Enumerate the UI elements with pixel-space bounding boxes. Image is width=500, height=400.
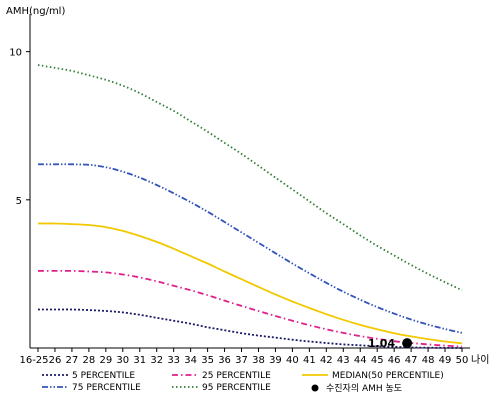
legend-label-95-percentile: 95 PERCENTILE bbox=[202, 383, 271, 393]
series-lines bbox=[37, 64, 463, 349]
y-tick-label-5: 5 bbox=[16, 196, 22, 207]
x-tick-label-43: 43 bbox=[337, 355, 350, 366]
x-tick-label-50: 50 bbox=[456, 355, 469, 366]
x-tick-label-27: 27 bbox=[66, 355, 79, 366]
x-tick-label-37: 37 bbox=[235, 355, 248, 366]
x-tick-label-30: 30 bbox=[116, 355, 129, 366]
x-tick-label-39: 39 bbox=[269, 355, 282, 366]
x-tick-label-49: 49 bbox=[439, 355, 452, 366]
x-tick-label-28: 28 bbox=[83, 355, 96, 366]
x-tick-label-40: 40 bbox=[286, 355, 299, 366]
series-line-95-percentile bbox=[37, 64, 463, 292]
x-tick-label-32: 32 bbox=[150, 355, 163, 366]
x-tick-label-47: 47 bbox=[405, 355, 418, 366]
x-tick-label-16-25: 16-25 bbox=[19, 355, 48, 366]
y-tick-label-10: 10 bbox=[9, 48, 22, 59]
patient-amh-marker: 1.04 bbox=[368, 337, 413, 350]
patient-amh-value-label: 1.04 bbox=[368, 337, 395, 350]
axes bbox=[29, 14, 470, 349]
x-tick-label-45: 45 bbox=[371, 355, 384, 366]
x-tick-label-35: 35 bbox=[201, 355, 214, 366]
x-tick-label-41: 41 bbox=[303, 355, 316, 366]
x-tick-label-33: 33 bbox=[167, 355, 180, 366]
series-line-median-50-percentile bbox=[37, 222, 463, 345]
legend-label-median-50-percentile: MEDIAN(50 PERCENTILE) bbox=[332, 371, 444, 381]
x-tick-label-38: 38 bbox=[252, 355, 265, 366]
x-tick-label-48: 48 bbox=[422, 355, 435, 366]
legend-label-75-percentile: 75 PERCENTILE bbox=[72, 383, 141, 393]
y-ticks: 5 10 bbox=[9, 48, 30, 207]
legend-label-5-percentile: 5 PERCENTILE bbox=[72, 371, 135, 381]
y-axis-title: AMH(ng/ml) bbox=[6, 6, 65, 17]
x-tick-label-44: 44 bbox=[354, 355, 367, 366]
patient-amh-dot bbox=[402, 338, 413, 349]
x-ticks: 16-25 26 27 28 29 30 31 32 33 34 35 36 37 38 39 40 41 42 4… bbox=[19, 348, 468, 366]
legend: 5 PERCENTILE 25 PERCENTILE MEDIAN(50 PERCE… bbox=[42, 371, 444, 394]
x-tick-label-42: 42 bbox=[320, 355, 333, 366]
legend-label-patient-amh: 수진자의 AMH 농도 bbox=[326, 383, 402, 394]
x-tick-label-36: 36 bbox=[218, 355, 231, 366]
series-line-25-percentile bbox=[37, 269, 463, 348]
x-tick-label-46: 46 bbox=[388, 355, 401, 366]
x-tick-label-31: 31 bbox=[133, 355, 146, 366]
x-tick-label-26: 26 bbox=[49, 355, 62, 366]
legend-label-25-percentile: 25 PERCENTILE bbox=[202, 371, 271, 381]
series-line-5-percentile bbox=[37, 308, 463, 349]
series-line-75-percentile bbox=[37, 163, 463, 334]
x-axis-title: 나이 bbox=[471, 354, 489, 366]
legend-swatch-patient-amh bbox=[311, 384, 319, 392]
x-tick-label-34: 34 bbox=[184, 355, 197, 366]
x-tick-label-29: 29 bbox=[99, 355, 112, 366]
